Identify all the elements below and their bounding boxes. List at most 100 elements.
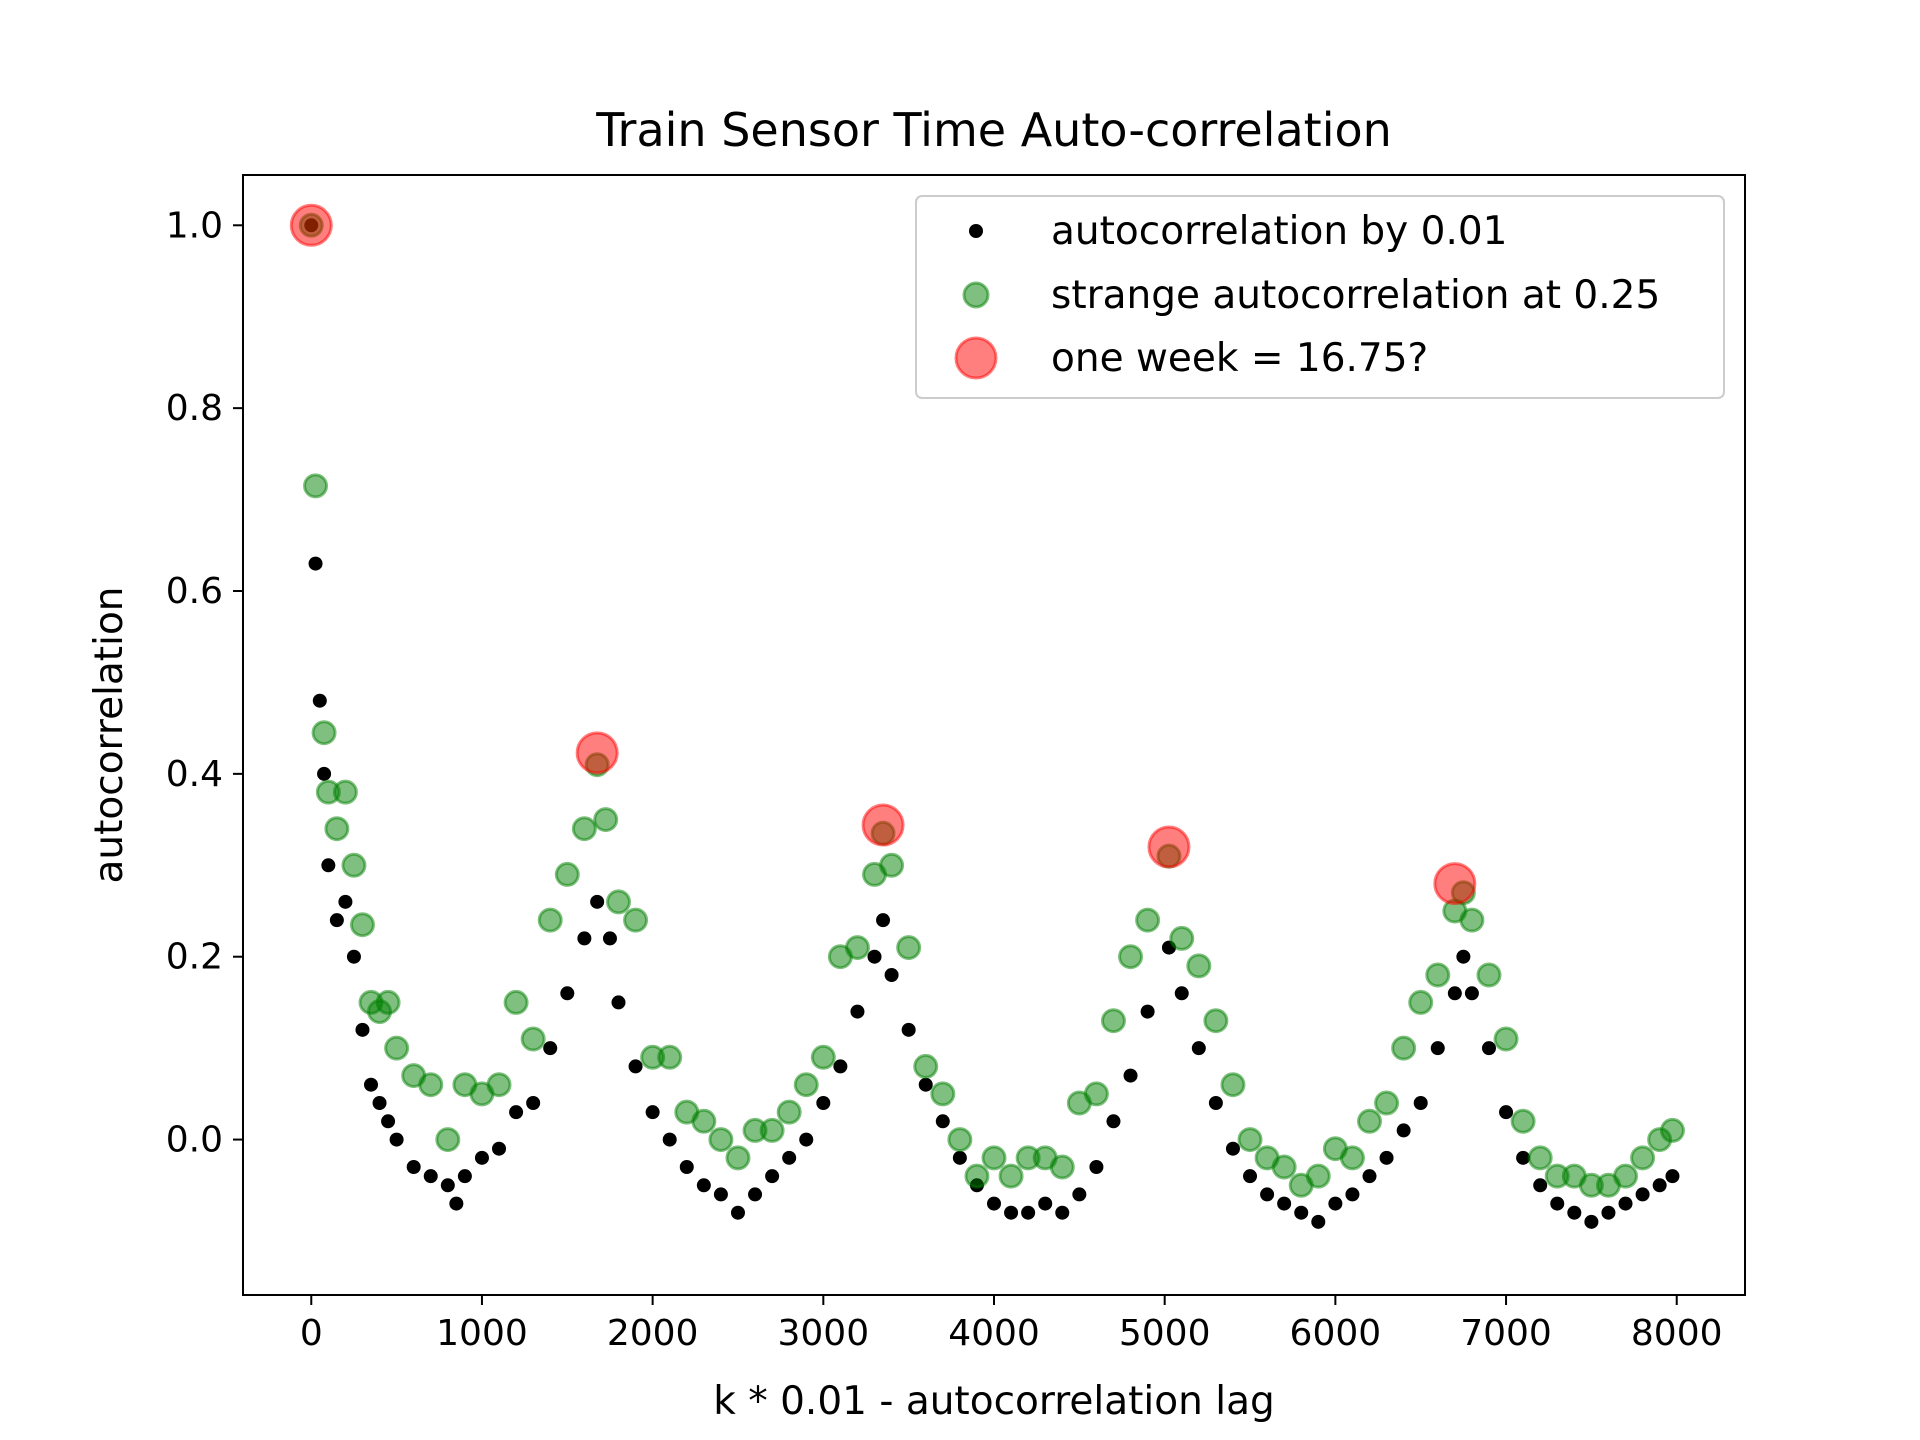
strange-autocorrelation-point: [1527, 1145, 1553, 1171]
one-week-point: [289, 203, 333, 247]
strange-autocorrelation-point: [844, 935, 870, 961]
y-tick-label: 0.2: [166, 937, 223, 978]
y-tick-label: 0.8: [166, 388, 223, 429]
autocorrelation-point: [590, 894, 605, 909]
y-axis: 0.0 0.2 0.4 0.6 0.8 1.0: [166, 205, 243, 1161]
autocorrelation-point: [526, 1096, 541, 1110]
strange-autocorrelation-point: [384, 1035, 410, 1061]
strange-autocorrelation-point: [332, 779, 358, 805]
autocorrelation-point: [1396, 1123, 1411, 1138]
autocorrelation-point: [1140, 1004, 1155, 1019]
x-tick-label: 0: [300, 1313, 323, 1354]
autocorrelation-point: [1174, 986, 1189, 1001]
strange-autocorrelation-point: [486, 1072, 512, 1098]
strange-autocorrelation-point: [623, 907, 649, 933]
autocorrelation-point: [1328, 1196, 1343, 1211]
autocorrelation-point: [952, 1150, 967, 1165]
one-week-points: [289, 203, 1477, 906]
autocorrelation-point: [543, 1041, 558, 1056]
autocorrelation-point: [799, 1132, 814, 1147]
autocorrelation-point: [1464, 986, 1479, 1001]
autocorrelation-point: [628, 1059, 643, 1074]
strange-autocorrelation-point: [1186, 953, 1212, 979]
autocorrelation-point: [602, 931, 617, 946]
strange-autocorrelation-point: [725, 1145, 751, 1171]
autocorrelation-point: [1567, 1205, 1582, 1220]
autocorrelation-point: [1345, 1187, 1360, 1202]
strange-autocorrelation-point: [1659, 1117, 1685, 1143]
autocorrelation-point: [355, 1022, 370, 1037]
autocorrelation-point: [833, 1059, 848, 1074]
autocorrelation-points: [304, 218, 1680, 1229]
one-week-point: [1147, 825, 1191, 869]
autocorrelation-point: [1055, 1205, 1070, 1220]
strange-autocorrelation-point: [1374, 1090, 1400, 1116]
autocorrelation-point: [850, 1004, 865, 1019]
autocorrelation-point: [1430, 1041, 1445, 1056]
autocorrelation-point: [1618, 1196, 1633, 1211]
strange-autocorrelation-point: [303, 473, 329, 499]
autocorrelation-point: [1362, 1169, 1377, 1184]
autocorrelation-point: [765, 1169, 780, 1184]
autocorrelation-point: [1533, 1178, 1548, 1193]
autocorrelation-point: [1516, 1150, 1531, 1165]
strange-autocorrelation-point: [657, 1044, 683, 1070]
x-axis: 0 1000 2000 3000 4000 5000 6000 7000 8000: [300, 1295, 1723, 1354]
autocorrelation-point: [1379, 1150, 1394, 1165]
autocorrelation-point: [782, 1150, 797, 1165]
strange-autocorrelation-point: [324, 816, 350, 842]
autocorrelation-point: [317, 766, 332, 781]
autocorrelation-point: [816, 1096, 831, 1110]
autocorrelation-point: [918, 1077, 933, 1092]
autocorrelation-point: [935, 1114, 950, 1129]
strange-autocorrelation-point: [1220, 1072, 1246, 1098]
strange-autocorrelation-point: [418, 1072, 444, 1098]
legend-marker-strange: [962, 281, 990, 309]
y-tick-label: 1.0: [166, 205, 223, 246]
autocorrelation-point: [679, 1160, 694, 1174]
y-axis-title: autocorrelation: [87, 586, 132, 883]
strange-autocorrelation-point: [375, 989, 401, 1015]
autocorrelation-point: [1225, 1141, 1240, 1156]
x-tick-label: 5000: [1119, 1313, 1211, 1354]
strange-autocorrelation-point: [1083, 1081, 1109, 1107]
strange-autocorrelation-point: [708, 1127, 734, 1153]
autocorrelation-point: [1294, 1205, 1309, 1220]
x-tick-label: 7000: [1460, 1313, 1552, 1354]
autocorrelation-point: [1413, 1096, 1428, 1110]
strange-autocorrelation-point: [1135, 907, 1161, 933]
autocorrelation-point: [884, 968, 899, 982]
autocorrelation-point: [372, 1096, 387, 1110]
strange-autocorrelation-point: [503, 989, 529, 1015]
autocorrelation-point: [423, 1169, 438, 1184]
autocorrelation-point: [730, 1205, 745, 1220]
strange-autocorrelation-point: [349, 912, 375, 938]
x-tick-label: 3000: [778, 1313, 870, 1354]
strange-autocorrelation-point: [311, 720, 337, 746]
x-tick-label: 2000: [607, 1313, 699, 1354]
strange-autocorrelation-point: [435, 1127, 461, 1153]
legend-marker-week: [954, 336, 998, 380]
x-tick-label: 1000: [436, 1313, 528, 1354]
autocorrelation-point: [1584, 1214, 1599, 1229]
autocorrelation-point: [1191, 1041, 1206, 1056]
autocorrelation-point: [662, 1132, 677, 1147]
strange-autocorrelation-point: [896, 935, 922, 961]
autocorrelation-point: [1635, 1187, 1650, 1202]
autocorrelation-point: [312, 693, 327, 708]
strange-autocorrelation-point: [1425, 962, 1451, 988]
strange-autocorrelation-point: [810, 1044, 836, 1070]
autocorrelation-point: [474, 1150, 489, 1165]
autocorrelation-point: [611, 995, 626, 1010]
autocorrelation-point: [1550, 1196, 1565, 1211]
strange-autocorrelation-point: [1408, 989, 1434, 1015]
one-week-point: [861, 803, 905, 847]
strange-autocorrelation-point: [793, 1072, 819, 1098]
autocorrelation-point: [696, 1178, 711, 1193]
y-tick-label: 0.6: [166, 571, 223, 612]
strange-autocorrelation-point: [1203, 1008, 1229, 1034]
autocorrelation-point: [492, 1141, 507, 1156]
legend-label-week: one week = 16.75?: [1051, 336, 1428, 381]
autocorrelation-point: [1456, 949, 1471, 964]
